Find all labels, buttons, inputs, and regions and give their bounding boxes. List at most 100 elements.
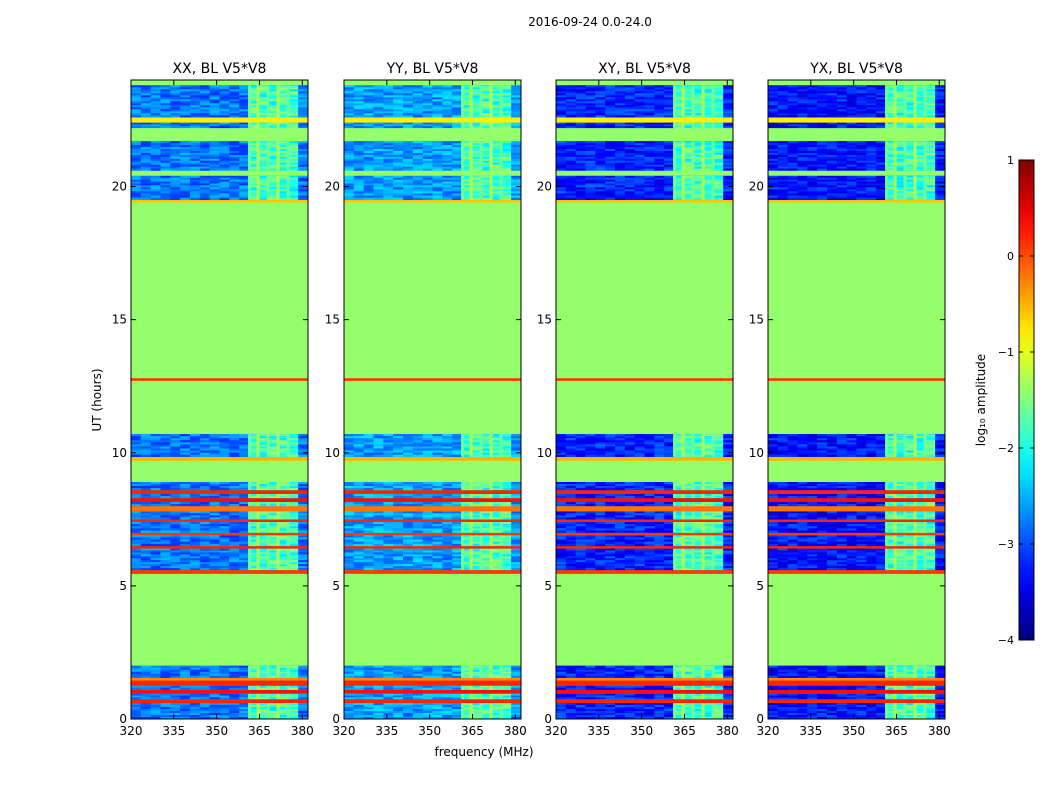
- noise-cell: [585, 564, 596, 567]
- noise-cell: [713, 671, 724, 674]
- noise-cell: [249, 442, 260, 445]
- noise-cell: [462, 89, 473, 92]
- noise-cell: [239, 566, 250, 569]
- noise-cell: [298, 550, 308, 553]
- noise-cell: [491, 109, 502, 112]
- noise-cell: [501, 109, 512, 112]
- noise-cell: [363, 147, 374, 150]
- noise-cell: [491, 528, 502, 531]
- noise-cell: [624, 524, 635, 527]
- noise-cell: [432, 166, 443, 169]
- rfi-channel: [489, 703, 493, 719]
- rfi-channel: [681, 521, 685, 533]
- noise-cell: [605, 530, 616, 533]
- rfi-channel: [469, 482, 473, 491]
- noise-cell: [383, 530, 394, 533]
- noise-cell: [209, 152, 220, 156]
- noise-cell: [422, 675, 433, 678]
- noise-cell: [511, 193, 521, 196]
- noise-cell: [344, 189, 355, 192]
- noise-cell: [432, 107, 443, 110]
- noise-cell: [481, 695, 492, 698]
- noise-cell: [131, 687, 142, 690]
- noise-cell: [239, 715, 250, 718]
- noise-cell: [288, 454, 299, 457]
- noise-cell: [288, 502, 299, 505]
- noise-cell: [393, 156, 404, 160]
- noise-cell: [723, 667, 733, 670]
- noise-cell: [268, 446, 279, 449]
- noise-cell: [363, 156, 374, 160]
- noise-cell: [403, 669, 414, 672]
- noise-cell: [393, 703, 404, 706]
- noise-cell: [363, 671, 374, 674]
- noise-cell: [412, 535, 423, 538]
- noise-cell: [190, 566, 201, 569]
- noise-cell: [258, 151, 269, 154]
- noise-cell: [723, 675, 733, 678]
- noise-cell: [209, 671, 220, 674]
- noise-cell: [393, 107, 404, 110]
- noise-cell: [452, 87, 463, 90]
- noise-cell: [693, 695, 704, 698]
- noise-cell: [565, 524, 576, 527]
- noise-cell: [229, 705, 240, 708]
- noise-cell: [383, 537, 394, 540]
- noise-cell: [471, 113, 482, 116]
- noise-cell: [229, 669, 240, 672]
- noise-cell: [209, 115, 220, 118]
- noise-cell: [170, 164, 181, 167]
- rfi-channel: [461, 434, 465, 457]
- noise-cell: [491, 149, 502, 152]
- noise-cell: [249, 147, 260, 150]
- rfi-channel: [479, 535, 483, 546]
- noise-cell: [288, 145, 299, 148]
- noise-cell: [131, 175, 142, 178]
- noise-cell: [363, 187, 374, 190]
- noise-cell: [190, 504, 201, 507]
- noise-cell: [140, 111, 151, 114]
- noise-cell: [180, 539, 191, 542]
- noise-cell: [442, 101, 453, 104]
- noise-cell: [481, 436, 492, 439]
- noise-cell: [229, 101, 240, 104]
- noise-cell: [634, 567, 645, 571]
- noise-cell: [575, 562, 586, 565]
- noise-cell: [634, 556, 645, 559]
- noise-cell: [249, 141, 260, 144]
- noise-cell: [180, 187, 191, 190]
- noise-cell: [674, 665, 685, 668]
- noise-cell: [383, 89, 394, 92]
- noise-cell: [491, 152, 502, 156]
- noise-cell: [471, 168, 482, 171]
- noise-cell: [170, 564, 181, 567]
- rfi-channel: [489, 141, 493, 171]
- noise-cell: [298, 107, 308, 110]
- noise-cell: [471, 669, 482, 672]
- noise-cell: [585, 521, 596, 525]
- noise-cell: [278, 103, 289, 106]
- noise-cell: [412, 124, 423, 127]
- noise-cell: [403, 675, 414, 678]
- noise-cell: [654, 673, 665, 676]
- rfi-channel: [461, 175, 465, 190]
- noise-cell: [239, 537, 250, 540]
- noise-cell: [393, 717, 404, 719]
- noise-cell: [150, 511, 161, 514]
- noise-cell: [249, 665, 260, 668]
- noise-cell: [383, 160, 394, 163]
- noise-cell: [481, 175, 492, 178]
- noise-cell: [239, 550, 250, 553]
- noise-cell: [209, 149, 220, 152]
- noise-cell: [373, 151, 384, 154]
- noise-cell: [664, 705, 675, 708]
- noise-cell: [288, 673, 299, 676]
- noise-cell: [131, 156, 142, 160]
- noise-cell: [249, 667, 260, 670]
- rfi-channel: [479, 434, 483, 457]
- x-tick-label: 350: [205, 724, 228, 738]
- noise-cell: [422, 550, 433, 553]
- noise-cell: [170, 693, 181, 696]
- noise-cell: [298, 168, 308, 171]
- noise-cell: [170, 695, 181, 698]
